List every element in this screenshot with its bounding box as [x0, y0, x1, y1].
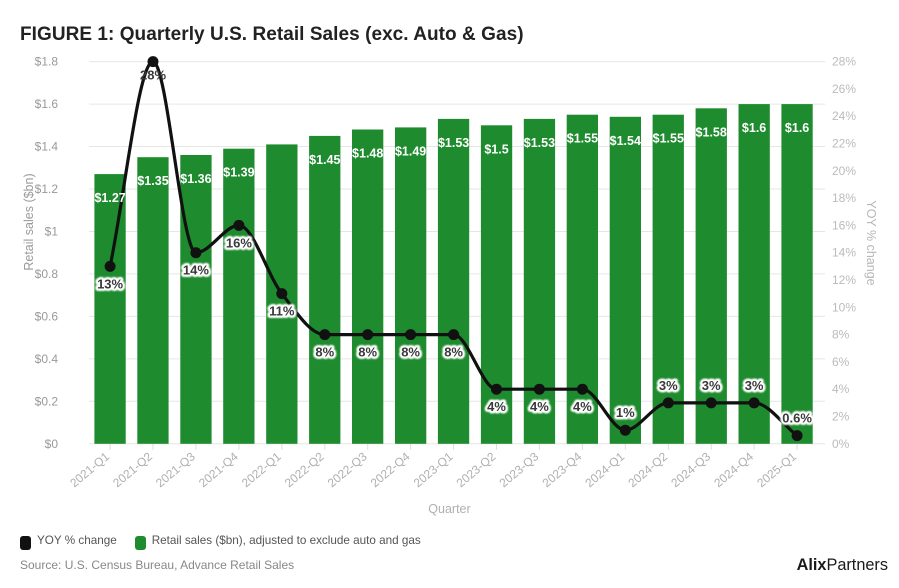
svg-text:2025-Q1: 2025-Q1: [754, 449, 799, 490]
svg-text:6%: 6%: [832, 355, 850, 369]
svg-text:2021-Q1: 2021-Q1: [67, 449, 112, 490]
svg-text:$1.53: $1.53: [438, 136, 469, 150]
svg-text:0.6%: 0.6%: [782, 411, 812, 426]
svg-text:$1.55: $1.55: [567, 132, 598, 146]
svg-text:14%: 14%: [832, 246, 856, 260]
svg-text:28%: 28%: [140, 68, 166, 83]
svg-text:$1.2: $1.2: [35, 182, 59, 196]
svg-text:20%: 20%: [832, 164, 856, 178]
svg-text:4%: 4%: [573, 399, 592, 414]
svg-text:$1.4: $1.4: [35, 140, 59, 154]
svg-text:$1.54: $1.54: [610, 134, 641, 148]
svg-text:0%: 0%: [832, 437, 850, 451]
svg-text:$1.45: $1.45: [309, 153, 340, 167]
svg-text:8%: 8%: [444, 345, 463, 360]
svg-text:8%: 8%: [401, 345, 420, 360]
svg-text:2021-Q3: 2021-Q3: [153, 449, 198, 490]
svg-text:$1.5: $1.5: [484, 142, 508, 156]
svg-text:18%: 18%: [832, 191, 856, 205]
svg-text:$0.2: $0.2: [35, 394, 59, 408]
svg-text:26%: 26%: [832, 82, 856, 96]
svg-text:2022-Q1: 2022-Q1: [239, 449, 284, 490]
svg-text:$1.6: $1.6: [742, 121, 766, 135]
svg-text:$1.6: $1.6: [35, 97, 59, 111]
svg-text:2024-Q1: 2024-Q1: [582, 449, 627, 490]
svg-text:$0.6: $0.6: [35, 309, 59, 323]
svg-text:11%: 11%: [269, 304, 295, 319]
svg-text:$1.6: $1.6: [785, 121, 809, 135]
svg-text:2023-Q1: 2023-Q1: [411, 449, 456, 490]
svg-text:4%: 4%: [530, 399, 549, 414]
svg-text:$0: $0: [45, 437, 59, 451]
svg-text:2024-Q3: 2024-Q3: [668, 449, 713, 490]
svg-text:$1.35: $1.35: [137, 174, 168, 188]
svg-text:$1.55: $1.55: [653, 132, 684, 146]
svg-text:2023-Q3: 2023-Q3: [497, 449, 542, 490]
svg-text:28%: 28%: [832, 55, 856, 69]
svg-text:4%: 4%: [487, 399, 506, 414]
svg-text:2024-Q2: 2024-Q2: [625, 449, 670, 490]
svg-text:$1.53: $1.53: [524, 136, 555, 150]
svg-text:4%: 4%: [832, 382, 850, 396]
svg-text:8%: 8%: [832, 328, 850, 342]
svg-text:2022-Q3: 2022-Q3: [325, 449, 370, 490]
svg-text:24%: 24%: [832, 109, 856, 123]
svg-text:$1.58: $1.58: [696, 125, 727, 139]
svg-text:10%: 10%: [832, 300, 856, 314]
svg-text:$1.27: $1.27: [94, 191, 125, 205]
svg-text:3%: 3%: [745, 378, 764, 393]
svg-text:3%: 3%: [659, 378, 678, 393]
svg-text:$1.48: $1.48: [352, 147, 383, 161]
svg-text:2021-Q2: 2021-Q2: [110, 449, 155, 490]
svg-text:$1.36: $1.36: [180, 172, 211, 186]
svg-text:$1.39: $1.39: [223, 166, 254, 180]
svg-text:2%: 2%: [832, 410, 850, 424]
svg-text:2023-Q2: 2023-Q2: [454, 449, 499, 490]
svg-text:1%: 1%: [616, 405, 635, 420]
svg-text:$0.8: $0.8: [35, 267, 59, 281]
svg-text:2022-Q4: 2022-Q4: [368, 449, 413, 490]
svg-text:14%: 14%: [183, 263, 209, 278]
svg-text:8%: 8%: [358, 345, 377, 360]
svg-text:16%: 16%: [226, 235, 252, 250]
svg-text:$1: $1: [45, 225, 59, 239]
svg-text:3%: 3%: [702, 378, 721, 393]
svg-text:13%: 13%: [97, 276, 123, 291]
svg-text:12%: 12%: [832, 273, 856, 287]
svg-text:22%: 22%: [832, 137, 856, 151]
svg-text:16%: 16%: [832, 218, 856, 232]
svg-text:2022-Q2: 2022-Q2: [282, 449, 327, 490]
svg-text:$1.49: $1.49: [395, 144, 426, 158]
svg-text:2024-Q4: 2024-Q4: [711, 449, 756, 490]
svg-text:2021-Q4: 2021-Q4: [196, 449, 241, 490]
svg-text:$1.8: $1.8: [35, 55, 59, 69]
svg-text:$0.4: $0.4: [35, 352, 59, 366]
svg-text:2023-Q4: 2023-Q4: [540, 449, 585, 490]
svg-text:8%: 8%: [315, 345, 334, 360]
